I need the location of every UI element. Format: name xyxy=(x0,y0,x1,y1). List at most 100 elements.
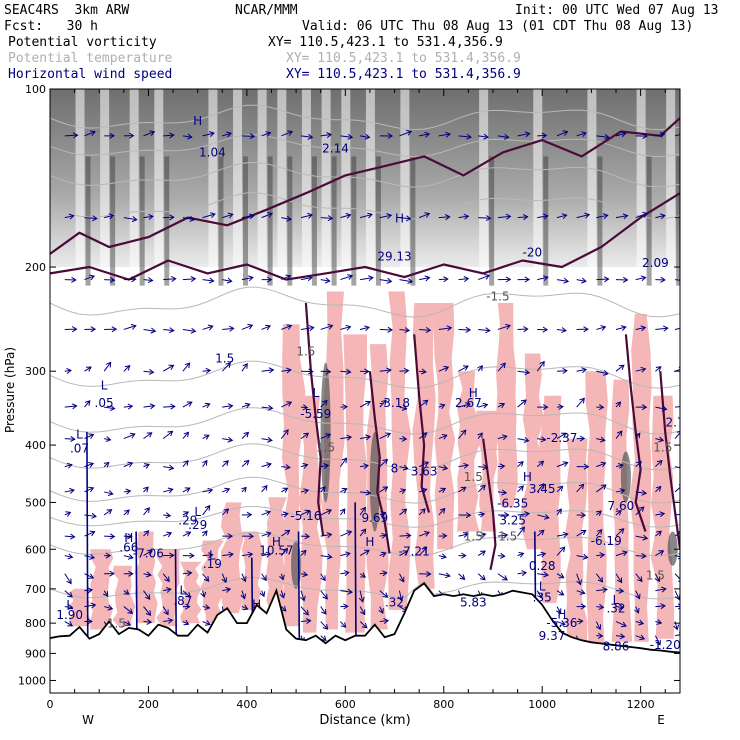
wind-arrow xyxy=(419,133,430,137)
wind-arrow xyxy=(438,327,452,330)
wind-arrowhead xyxy=(656,530,662,537)
wind-arrowhead xyxy=(676,430,680,433)
wind-arrowhead xyxy=(620,131,627,138)
wind-arrow xyxy=(635,606,639,614)
wind-arrow xyxy=(536,590,543,599)
wind-arrow xyxy=(340,370,351,373)
wind-arrowhead xyxy=(583,326,589,333)
wind-arrowhead xyxy=(340,622,347,628)
wind-arrow xyxy=(556,621,566,625)
wind-arrow xyxy=(497,135,509,138)
wind-arrowhead xyxy=(365,489,372,496)
wind-arrowhead xyxy=(168,364,175,370)
pv-extremum-label: H xyxy=(523,470,532,484)
wind-arrowhead xyxy=(642,132,648,140)
wind-arrowhead xyxy=(189,216,196,222)
wind-arrow xyxy=(143,621,152,623)
pv-label: -20 xyxy=(522,246,542,260)
wind-arrowhead xyxy=(169,552,175,559)
wind-arrow xyxy=(438,434,448,440)
wind-speed-shade xyxy=(266,497,287,614)
wind-arrow xyxy=(340,552,351,557)
wind-arrow xyxy=(163,278,176,281)
wind-arrowhead xyxy=(144,594,151,600)
wind-arrowhead xyxy=(622,276,629,283)
wind-arrow xyxy=(379,279,392,283)
wind-arrowhead xyxy=(105,361,112,368)
wind-arrow xyxy=(300,590,305,601)
stratosphere-streak xyxy=(287,156,293,286)
stratosphere-streak xyxy=(110,156,116,286)
wind-arrow xyxy=(576,279,587,282)
wind-arrowhead xyxy=(425,326,432,334)
wind-arrowhead xyxy=(368,275,374,282)
terrain-line xyxy=(50,582,680,654)
wind-arrow xyxy=(300,510,310,516)
wind-arrowhead xyxy=(483,133,489,140)
wind-arrowhead xyxy=(200,591,207,598)
wind-arrow xyxy=(280,606,287,612)
wind-arrowhead xyxy=(123,589,130,595)
wind-arrow xyxy=(261,532,271,537)
wind-speed-shade xyxy=(90,549,114,630)
wind-arrow xyxy=(143,606,151,616)
wind-arrowhead xyxy=(602,213,609,220)
field-xy-pv: XY= 110.5,423.1 to 531.4,356.9 xyxy=(268,35,503,50)
wind-arrowhead xyxy=(518,461,524,467)
pv-label: 10.57 xyxy=(259,543,293,557)
wind-arrowhead xyxy=(441,434,448,440)
wind-arrowhead xyxy=(640,366,647,373)
wind-arrowhead xyxy=(183,619,190,626)
wind-arrowhead xyxy=(358,596,365,603)
wind-arrowhead xyxy=(576,579,582,586)
pv-label: -6.35 xyxy=(497,497,528,511)
wind-arrow xyxy=(655,406,667,410)
wind-arrow xyxy=(123,606,133,614)
wind-arrowhead xyxy=(88,486,95,493)
wind-arrowhead xyxy=(524,276,531,283)
wind-arrowhead xyxy=(559,620,566,626)
wind-arrowhead xyxy=(190,327,197,334)
wind-arrow xyxy=(123,405,133,408)
wind-arrowhead xyxy=(204,604,211,611)
wind-arrow xyxy=(537,573,549,576)
wind-arrow xyxy=(103,362,112,372)
wind-arrow xyxy=(241,135,255,137)
wind-arrowhead xyxy=(539,360,545,367)
wind-arrow xyxy=(64,464,72,468)
wind-arrow xyxy=(674,133,680,137)
wind-arrowhead xyxy=(540,551,547,558)
wind-arrow xyxy=(241,403,250,408)
wind-arrow xyxy=(399,328,410,332)
wind-arrowhead xyxy=(265,551,272,558)
wind-arrow xyxy=(674,634,680,637)
wind-arrow xyxy=(123,590,130,595)
wind-arrow xyxy=(320,464,329,468)
plot-frame xyxy=(49,88,681,694)
wind-arrow xyxy=(596,484,607,493)
wind-arrow xyxy=(340,590,353,593)
wind-arrowhead xyxy=(92,215,98,222)
wind-arrow xyxy=(320,573,326,581)
wind-arrowhead xyxy=(405,532,412,539)
wind-arrow xyxy=(202,213,216,219)
wind-arrowhead xyxy=(302,571,309,578)
wind-arrowhead xyxy=(283,429,289,435)
y-tick-label: 800 xyxy=(25,617,46,630)
theta-contour xyxy=(50,286,680,318)
wind-arrowhead xyxy=(143,486,149,493)
wind-arrowhead xyxy=(164,576,170,583)
wind-arrow xyxy=(64,511,71,516)
wind-arrowhead xyxy=(681,466,686,471)
pv-label: .32 xyxy=(385,596,404,610)
pv-label: 3.25 xyxy=(499,514,526,528)
wind-arrowhead xyxy=(131,276,137,283)
wind-arrow xyxy=(241,487,247,493)
pv-label: .32 xyxy=(606,602,625,616)
wind-arrow xyxy=(64,590,73,598)
wind-arrow xyxy=(517,572,527,575)
pv-label: .35 xyxy=(533,590,552,604)
wind-arrowhead xyxy=(660,603,666,610)
wind-arrowhead xyxy=(505,276,512,283)
wind-arrowhead xyxy=(203,434,210,440)
